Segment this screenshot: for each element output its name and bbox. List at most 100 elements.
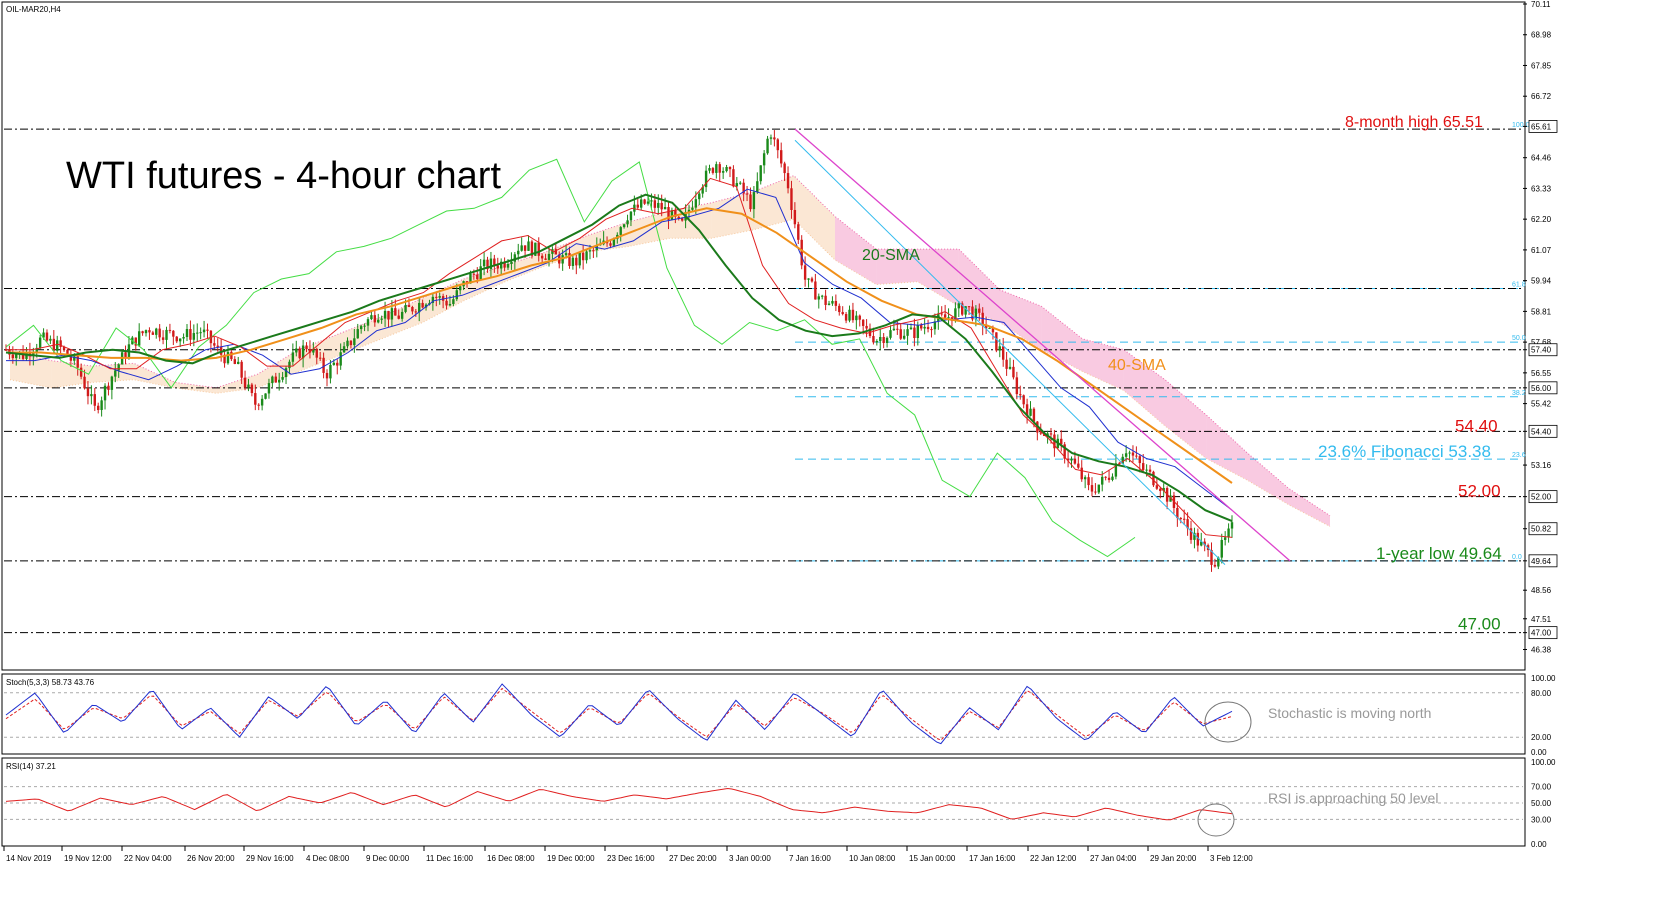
candle-body	[735, 183, 739, 187]
rsi-tick-label: 30.00	[1531, 815, 1552, 824]
candle-body	[353, 338, 356, 346]
candle-body	[1203, 541, 1206, 546]
candle-body	[486, 259, 489, 270]
candle-body	[708, 168, 711, 171]
fib-tag-f500: 50.0	[1512, 335, 1526, 342]
candle-body	[100, 400, 103, 411]
candle-body	[1169, 495, 1172, 502]
candle-body	[76, 356, 79, 368]
candle-body	[325, 372, 329, 379]
time-tick-label: 14 Nov 2019	[6, 854, 52, 863]
candle-body	[329, 364, 332, 379]
rsi-tick-label: 0.00	[1531, 840, 1547, 849]
time-tick-label: 7 Jan 16:00	[789, 854, 831, 863]
candle-body	[749, 194, 752, 210]
candle-body	[247, 384, 250, 388]
cloud-segment	[958, 249, 1000, 323]
candle-body	[73, 356, 76, 361]
candle-body	[926, 326, 930, 330]
candle-body	[540, 255, 544, 259]
candle-body	[913, 327, 916, 339]
candle-body	[1210, 550, 1213, 565]
rsi-line	[5, 787, 1233, 821]
candle-body	[66, 349, 69, 357]
candle-body	[752, 192, 756, 210]
candle-body	[359, 326, 363, 330]
cloud-segment	[92, 363, 134, 383]
candle-body	[527, 241, 530, 251]
candle-body	[32, 352, 35, 357]
candle-body	[151, 332, 155, 335]
candle-body	[103, 385, 107, 401]
candle-body	[4, 349, 8, 351]
candle-body	[831, 300, 834, 304]
price-tick-label: 65.61	[1531, 122, 1552, 131]
candle-body	[1097, 484, 1101, 493]
candle-body	[971, 306, 974, 320]
price-tick-label: 58.81	[1531, 307, 1552, 316]
candle-body	[435, 296, 438, 298]
candle-body	[394, 308, 397, 316]
candle-body	[339, 352, 342, 366]
candle-body	[523, 245, 527, 251]
candle-body	[633, 204, 636, 212]
candle-body	[1107, 477, 1111, 480]
candle-body	[267, 383, 271, 394]
candle-body	[15, 354, 18, 359]
candle-body	[721, 171, 725, 173]
candle-body	[489, 258, 493, 270]
candle-body	[957, 303, 960, 309]
candle-body	[810, 278, 814, 282]
tenkan-sen-line	[6, 177, 1233, 538]
candle-body	[1080, 467, 1083, 480]
candle-body	[827, 303, 831, 305]
stoch-tick-label: 80.00	[1531, 689, 1552, 698]
time-tick-label: 27 Jan 04:00	[1090, 854, 1137, 863]
candle-body	[1063, 444, 1066, 459]
candle-body	[646, 201, 650, 204]
candle-body	[964, 306, 967, 315]
candle-body	[288, 361, 291, 369]
rsi-label: RSI(14) 37.21	[6, 762, 56, 771]
candle-body	[1090, 485, 1094, 492]
candle-body	[1220, 539, 1223, 558]
price-tick-label: 54.40	[1531, 427, 1552, 436]
sma20-label: 20-SMA	[862, 247, 920, 264]
candle-body	[773, 137, 776, 140]
price-tick-label: 52.00	[1531, 493, 1552, 502]
candle-body	[1039, 432, 1042, 434]
cloud-segment	[216, 374, 258, 394]
candle-body	[694, 199, 698, 208]
time-tick-label: 23 Dec 16:00	[607, 854, 655, 863]
candle-body	[264, 393, 267, 399]
candle-body	[250, 384, 254, 394]
candle-body	[885, 337, 889, 343]
price-box	[1528, 343, 1558, 357]
candle-body	[984, 325, 988, 329]
cloud-segment	[298, 333, 340, 372]
candle-body	[148, 330, 151, 333]
candle-body	[1145, 469, 1148, 471]
candle-body	[21, 351, 25, 359]
candle-body	[544, 258, 547, 260]
channel-trendline	[794, 139, 1226, 565]
candle-body	[742, 182, 745, 194]
candle-body	[387, 310, 390, 320]
price-box	[1528, 522, 1558, 536]
candle-body	[1131, 452, 1135, 456]
candle-body	[155, 328, 158, 335]
level-label-8-month-high: 8-month high 65.51	[1345, 114, 1483, 131]
candle-body	[45, 332, 49, 341]
candle-body	[967, 306, 971, 308]
price-tick-label: 70.11	[1531, 0, 1551, 9]
candle-body	[322, 357, 325, 373]
candle-body	[219, 346, 223, 355]
candle-body	[861, 319, 865, 326]
time-tick-label: 27 Dec 20:00	[669, 854, 717, 863]
candle-body	[725, 167, 728, 172]
price-axis: 70.11 68.98 67.85 66.72 65.61 64.46 63.33 62.20…	[1523, 0, 1558, 655]
candle-body	[1193, 532, 1196, 540]
candle-body	[373, 315, 377, 323]
candle-body	[896, 328, 899, 330]
candle-body	[1196, 532, 1200, 546]
